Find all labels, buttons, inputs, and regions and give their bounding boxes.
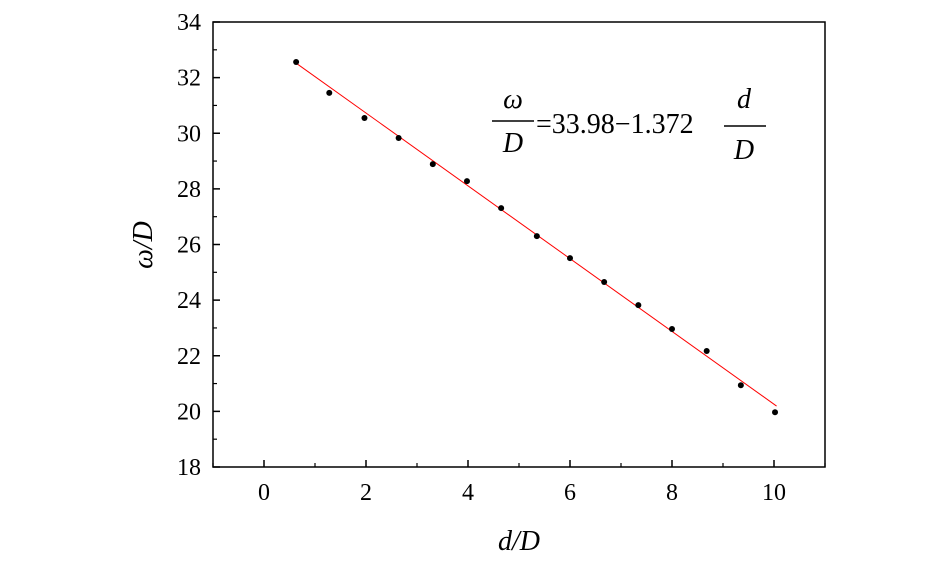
svg-text:D: D xyxy=(502,128,523,159)
x-tick-label: 2 xyxy=(360,480,372,506)
data-point xyxy=(326,89,333,96)
x-tick-label: 10 xyxy=(762,480,786,506)
svg-text:d: d xyxy=(737,84,752,115)
data-point xyxy=(703,348,710,355)
data-point xyxy=(429,161,436,168)
data-point xyxy=(463,178,470,185)
data-point xyxy=(361,114,368,121)
y-tick-label: 20 xyxy=(177,399,201,425)
y-tick-label: 30 xyxy=(177,121,201,147)
y-tick-label: 24 xyxy=(177,288,201,314)
data-point xyxy=(567,255,573,262)
fit-equation: ω D =33.98−1.372 d D xyxy=(492,84,766,166)
y-tick-label: 26 xyxy=(177,233,201,259)
y-tick-label: 34 xyxy=(177,10,201,36)
x-tick-label: 8 xyxy=(666,480,678,506)
y-tick-label: 22 xyxy=(177,344,201,370)
y-tick-label: 18 xyxy=(177,455,201,481)
data-point xyxy=(498,205,505,212)
y-tick-label: 32 xyxy=(177,66,201,92)
data-point xyxy=(737,382,744,389)
data-point xyxy=(669,326,675,333)
x-tick-label: 4 xyxy=(462,480,474,506)
y-axis-label: ω/D xyxy=(128,221,159,269)
x-tick-label: 6 xyxy=(564,480,576,506)
data-point xyxy=(293,59,300,66)
data-point xyxy=(533,233,540,240)
x-tick-label: 0 xyxy=(258,480,270,506)
data-point xyxy=(772,409,779,416)
y-tick-label: 28 xyxy=(177,177,201,203)
x-axis-label: d/D xyxy=(498,526,540,557)
svg-text:D: D xyxy=(733,135,754,166)
svg-text:ω: ω xyxy=(503,84,523,115)
svg-text:=33.98−1.372: =33.98−1.372 xyxy=(536,109,694,140)
data-point xyxy=(635,302,642,309)
data-point xyxy=(395,134,402,141)
data-point xyxy=(601,279,608,286)
